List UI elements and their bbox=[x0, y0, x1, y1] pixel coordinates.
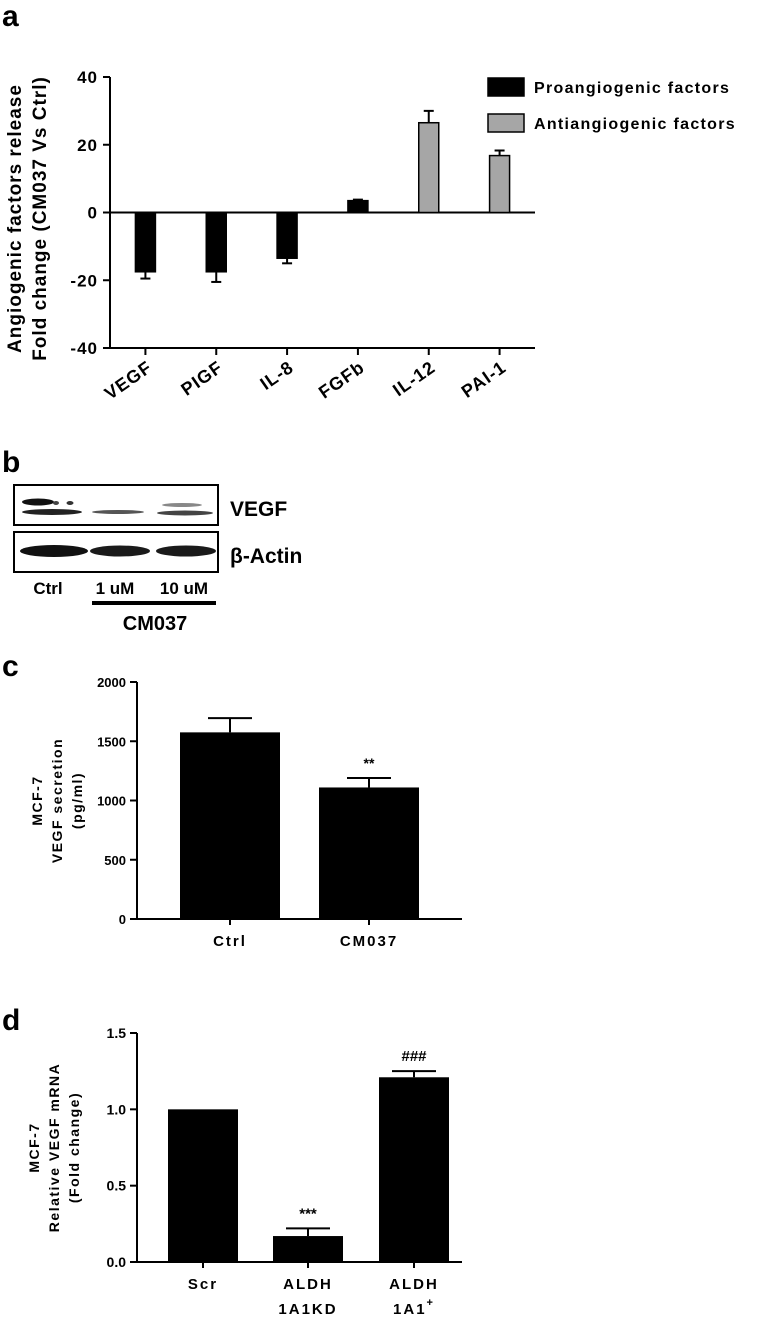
chart-c-bar bbox=[319, 787, 419, 919]
chart-d: 1.5 1.0 0.5 0.0 *** ### Scr ALDH 1A1KD ALDH 1A1+ MC… bbox=[26, 1025, 462, 1318]
band-label-vegf: VEGF bbox=[230, 498, 287, 521]
a-x-tick-label: FGFb bbox=[315, 357, 368, 403]
chart-c-y-label: MCF-7 bbox=[29, 775, 45, 825]
chart-d-bar bbox=[168, 1109, 238, 1262]
chart-d-y-label: (Fold change) bbox=[66, 1092, 82, 1203]
band-label-actin: β-Actin bbox=[230, 545, 302, 568]
chart-d-bar bbox=[273, 1236, 343, 1262]
a-y-tick-label: 0 bbox=[88, 204, 98, 223]
a-y-tick-label: 20 bbox=[77, 136, 98, 155]
chart-d-y-tick-label: 1.5 bbox=[107, 1025, 127, 1041]
a-y-label: Fold change (CM037 Vs Ctrl) bbox=[30, 76, 51, 361]
chart-c-y-tick-label: 1000 bbox=[97, 794, 126, 809]
chart-d-y-tick-label: 0.5 bbox=[107, 1178, 127, 1194]
chart-d-x-tick-label: ALDH bbox=[283, 1276, 333, 1293]
a-x-tick-label: PAI-1 bbox=[458, 357, 510, 402]
chart-c-y-tick-label: 500 bbox=[104, 853, 126, 868]
a-y-tick-label: -20 bbox=[70, 271, 98, 290]
chart-d-x-tick-label: Scr bbox=[188, 1276, 218, 1293]
chart-c-y-tick-label: 1500 bbox=[97, 734, 126, 749]
actin-bands bbox=[20, 545, 216, 557]
western-blot: VEGF β-Actin Ctrl 1 uM 10 uM CM037 bbox=[13, 484, 302, 635]
a-legend-swatch bbox=[487, 113, 525, 133]
chart-c: 2000 1500 1000 500 0 ** Ctrl CM037 MCF-7 VEGF sec… bbox=[29, 675, 462, 950]
chart-c-y-label: VEGF secretion bbox=[49, 738, 65, 863]
lane-label-ctrl: Ctrl bbox=[33, 579, 62, 598]
a-bar bbox=[205, 211, 227, 273]
panel-letter-a: a bbox=[2, 0, 19, 33]
panel-letter-c: c bbox=[2, 650, 19, 683]
a-x-tick-label: PIGF bbox=[177, 357, 226, 400]
chart-c-y-tick-label: 2000 bbox=[97, 675, 126, 690]
chart-c-x-tick-label: Ctrl bbox=[213, 933, 247, 950]
vegf-bands bbox=[22, 498, 213, 516]
a-x-tick-label: IL-12 bbox=[389, 357, 439, 400]
chart-c-bar bbox=[180, 732, 280, 919]
a-legend-label: Proangiogenic factors bbox=[534, 80, 730, 97]
a-bar bbox=[488, 154, 511, 214]
chart-d-x-tick-label: 1A1KD bbox=[278, 1301, 337, 1318]
a-bar bbox=[418, 121, 440, 214]
panel-letter-d: d bbox=[2, 1004, 20, 1037]
a-y-tick-label: -40 bbox=[70, 339, 98, 358]
chart-c-y-tick-label: 0 bbox=[119, 912, 126, 927]
a-y-tick-label: 40 bbox=[77, 68, 98, 87]
panel-letter-b: b bbox=[2, 446, 20, 479]
a-bar bbox=[134, 211, 157, 273]
a-bar bbox=[347, 199, 369, 214]
lane-label-1um: 1 uM bbox=[96, 579, 135, 598]
chart-d-y-tick-label: 0.0 bbox=[107, 1254, 127, 1270]
chart-d-significance: *** bbox=[299, 1205, 317, 1222]
a-bar bbox=[276, 211, 298, 259]
lane-label-10um: 10 uM bbox=[160, 579, 208, 598]
a-legend-swatch bbox=[487, 77, 525, 97]
chart-d-significance: ### bbox=[401, 1048, 427, 1065]
a-y-label: Angiogenic factors release bbox=[5, 84, 26, 353]
chart-c-y-label: (pg/ml) bbox=[69, 772, 85, 829]
chart-c-x-tick-label: CM037 bbox=[340, 933, 398, 950]
chart-d-x-tick-label: 1A1+ bbox=[393, 1297, 435, 1318]
a-legend-label: Antiangiogenic factors bbox=[534, 116, 736, 133]
chart-d-y-label: MCF-7 bbox=[26, 1122, 42, 1172]
chart-d-y-tick-label: 1.0 bbox=[107, 1101, 127, 1117]
a-x-tick-label: VEGF bbox=[101, 357, 156, 404]
chart-d-bar bbox=[379, 1077, 449, 1262]
chart-d-y-label: Relative VEGF mRNA bbox=[46, 1063, 62, 1232]
chart-d-x-tick-label: ALDH bbox=[389, 1276, 439, 1293]
treatment-label: CM037 bbox=[123, 613, 187, 635]
a-x-tick-label: IL-8 bbox=[256, 357, 297, 394]
chart-c-significance: ** bbox=[364, 755, 375, 771]
